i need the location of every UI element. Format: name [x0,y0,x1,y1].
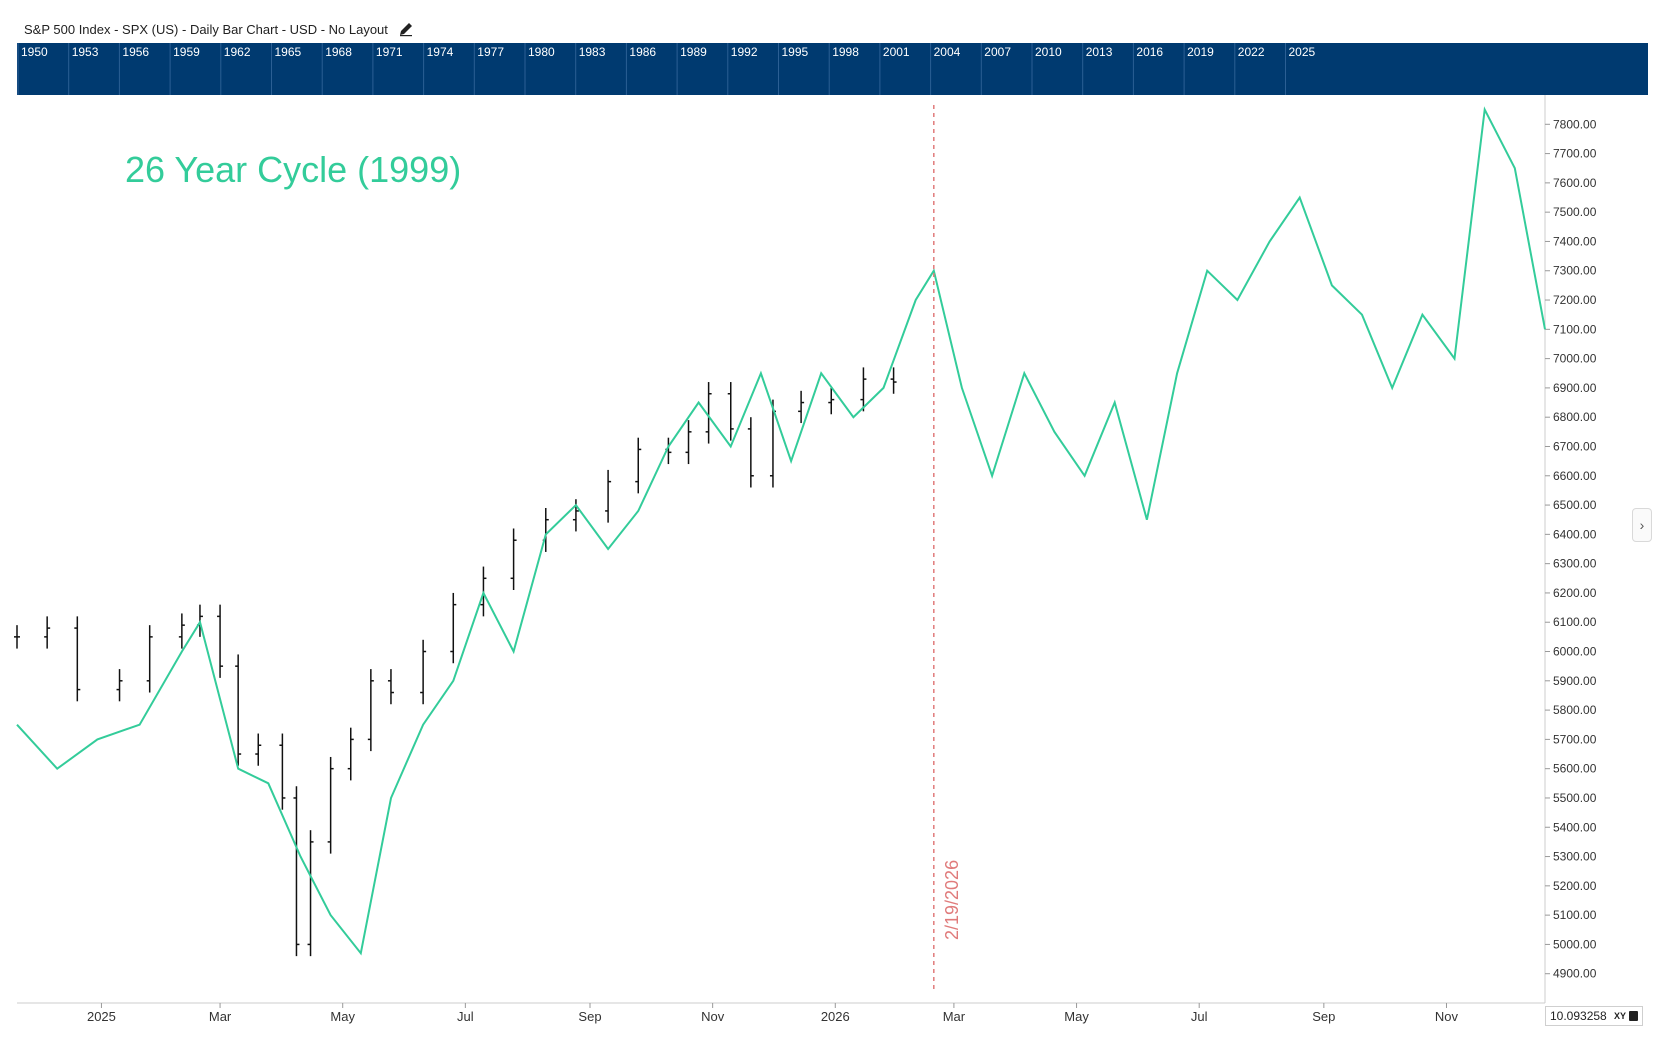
navigator-year-label[interactable]: 1992 [731,45,758,59]
y-tick-label: 5300.00 [1553,850,1597,864]
navigator-year-label[interactable]: 1995 [782,45,809,59]
x-tick-label: May [1064,1009,1089,1024]
navigator-year-label[interactable]: 1968 [325,45,352,59]
y-tick-label: 5900.00 [1553,674,1597,688]
navigator-year-label[interactable]: 1950 [21,45,48,59]
scale-mode[interactable]: XY [1613,1011,1626,1021]
navigator-year-label[interactable]: 1971 [376,45,403,59]
chevron-right-icon[interactable]: › [1632,508,1652,542]
navigator-year-label[interactable]: 1998 [832,45,859,59]
x-tick-label: Mar [943,1009,966,1024]
y-tick-label: 7100.00 [1553,322,1597,336]
navigator-year-label[interactable]: 1956 [122,45,149,59]
navigator-year-label[interactable]: 2022 [1238,45,1265,59]
x-tick-label: Nov [701,1009,725,1024]
navigator-year-label[interactable]: 1980 [528,45,555,59]
y-axis-ticks: 4900.00 5000.00 5100.00 5200.00 5300.00 5400.… [1545,117,1597,981]
scale-value: 10.093258 [1550,1009,1607,1023]
chart-header: S&P 500 Index - SPX (US) - Daily Bar Cha… [24,19,414,39]
y-tick-label: 6200.00 [1553,586,1597,600]
lock-icon[interactable] [1629,1011,1638,1021]
vertical-marker-label: 2/19/2026 [942,860,962,940]
x-axis-ticks: 2025 Mar May Jul Sep Nov 2026 Mar May Jul Sep Nov [87,1003,1459,1024]
navigator-layer: 1950 1953 1956 1959 1962 1965 1968 1971 1974 1977… [17,43,1316,95]
y-tick-label: 5700.00 [1553,732,1597,746]
y-tick-label: 6300.00 [1553,557,1597,571]
navigator-year-label[interactable]: 1965 [275,45,302,59]
y-tick-label: 6100.00 [1553,615,1597,629]
y-tick-label: 6700.00 [1553,439,1597,453]
y-tick-label: 5500.00 [1553,791,1597,805]
y-tick-label: 7200.00 [1553,293,1597,307]
navigator-year-label[interactable]: 2013 [1086,45,1113,59]
navigator-year-label[interactable]: 2016 [1136,45,1163,59]
y-tick-label: 6600.00 [1553,469,1597,483]
chart-title: 26 Year Cycle (1999) [125,149,461,190]
y-tick-label: 6800.00 [1553,410,1597,424]
x-tick-label: Sep [578,1009,601,1024]
ohlc-bars-series [14,367,897,957]
y-tick-label: 6900.00 [1553,381,1597,395]
chart-header-title: S&P 500 Index - SPX (US) - Daily Bar Cha… [24,21,388,37]
y-tick-label: 7000.00 [1553,352,1597,366]
navigator-year-label[interactable]: 2001 [883,45,910,59]
x-tick-label: Nov [1435,1009,1459,1024]
y-tick-label: 5100.00 [1553,908,1597,922]
navigator-year-label[interactable]: 1974 [427,45,454,59]
navigator-year-label[interactable]: 1962 [224,45,251,59]
cycle-series-line [16,106,1546,956]
x-tick-label: 2025 [87,1009,116,1024]
navigator-year-label[interactable]: 2004 [934,45,961,59]
y-tick-label: 5600.00 [1553,762,1597,776]
y-tick-label: 5800.00 [1553,703,1597,717]
navigator-year-label[interactable]: 1977 [477,45,504,59]
y-tick-label: 7800.00 [1553,117,1597,131]
timeline-navigator[interactable] [17,43,1648,95]
y-tick-label: 7600.00 [1553,176,1597,190]
y-tick-label: 7500.00 [1553,205,1597,219]
x-tick-label: Jul [1191,1009,1208,1024]
scale-box[interactable]: 10.093258 XY [1545,1006,1643,1026]
navigator-year-label[interactable]: 1986 [629,45,656,59]
pencil-icon[interactable] [398,21,414,37]
x-tick-label: Mar [209,1009,232,1024]
navigator-year-label[interactable]: 2010 [1035,45,1062,59]
navigator-year-label[interactable]: 1989 [680,45,707,59]
y-tick-label: 5200.00 [1553,879,1597,893]
navigator-year-label[interactable]: 2025 [1289,45,1316,59]
navigator-year-label[interactable]: 1983 [579,45,606,59]
y-tick-label: 7400.00 [1553,234,1597,248]
y-tick-label: 7300.00 [1553,264,1597,278]
navigator-year-label[interactable]: 2019 [1187,45,1214,59]
y-tick-label: 4900.00 [1553,967,1597,981]
y-tick-label: 6000.00 [1553,645,1597,659]
navigator-year-label[interactable]: 2007 [984,45,1011,59]
y-tick-label: 5000.00 [1553,937,1597,951]
x-tick-label: 2026 [821,1009,850,1024]
y-tick-label: 7700.00 [1553,147,1597,161]
x-tick-label: Sep [1312,1009,1335,1024]
x-tick-label: Jul [457,1009,474,1024]
navigator-year-label[interactable]: 1959 [173,45,200,59]
navigator-year-label[interactable]: 1953 [72,45,99,59]
y-tick-label: 6500.00 [1553,498,1597,512]
y-tick-label: 6400.00 [1553,527,1597,541]
y-tick-label: 5400.00 [1553,820,1597,834]
x-tick-label: May [330,1009,355,1024]
